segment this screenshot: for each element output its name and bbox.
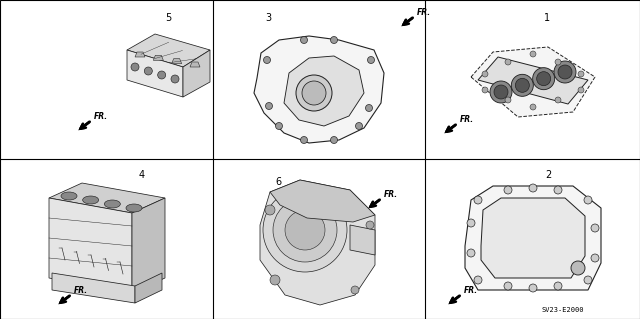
Circle shape — [558, 65, 572, 79]
Circle shape — [511, 74, 533, 96]
Circle shape — [263, 188, 347, 272]
Polygon shape — [183, 50, 210, 97]
Circle shape — [145, 67, 152, 75]
Circle shape — [365, 105, 372, 112]
Circle shape — [467, 249, 475, 257]
Circle shape — [474, 196, 482, 204]
Circle shape — [330, 36, 337, 43]
Circle shape — [571, 261, 585, 275]
Circle shape — [505, 97, 511, 103]
Ellipse shape — [83, 196, 99, 204]
Circle shape — [554, 186, 562, 194]
Circle shape — [296, 75, 332, 111]
Polygon shape — [478, 57, 588, 104]
Circle shape — [275, 122, 282, 130]
Circle shape — [555, 59, 561, 65]
Circle shape — [504, 186, 512, 194]
Circle shape — [494, 85, 508, 99]
Circle shape — [265, 205, 275, 215]
Circle shape — [351, 286, 359, 294]
Circle shape — [171, 75, 179, 83]
Circle shape — [584, 276, 592, 284]
Text: 5: 5 — [165, 13, 171, 23]
Text: FR.: FR. — [94, 112, 108, 121]
Circle shape — [301, 36, 307, 43]
Circle shape — [584, 196, 592, 204]
Circle shape — [578, 71, 584, 77]
Circle shape — [537, 72, 550, 86]
Circle shape — [490, 81, 512, 103]
Circle shape — [474, 276, 482, 284]
Circle shape — [131, 63, 139, 71]
Circle shape — [157, 71, 166, 79]
Circle shape — [273, 198, 337, 262]
Polygon shape — [260, 180, 375, 305]
Polygon shape — [135, 52, 145, 57]
Circle shape — [554, 282, 562, 290]
Polygon shape — [172, 59, 182, 64]
Circle shape — [578, 87, 584, 93]
Circle shape — [264, 56, 271, 63]
Circle shape — [591, 254, 599, 262]
Polygon shape — [154, 55, 163, 60]
Circle shape — [482, 87, 488, 93]
Circle shape — [330, 137, 337, 144]
Polygon shape — [190, 62, 200, 67]
Text: FR.: FR. — [464, 286, 478, 295]
Polygon shape — [127, 34, 210, 67]
Polygon shape — [135, 273, 162, 303]
Circle shape — [591, 224, 599, 232]
Text: 1: 1 — [544, 13, 550, 23]
Text: FR.: FR. — [460, 115, 474, 124]
Polygon shape — [270, 180, 375, 222]
Circle shape — [555, 97, 561, 103]
Text: 2: 2 — [545, 170, 551, 180]
Circle shape — [530, 51, 536, 57]
Polygon shape — [284, 56, 364, 126]
Circle shape — [285, 210, 325, 250]
Ellipse shape — [126, 204, 142, 212]
Polygon shape — [471, 47, 595, 117]
Polygon shape — [127, 50, 183, 97]
Polygon shape — [49, 183, 165, 213]
Circle shape — [367, 56, 374, 63]
Polygon shape — [481, 198, 585, 278]
Polygon shape — [465, 186, 601, 290]
Circle shape — [505, 59, 511, 65]
Polygon shape — [132, 198, 165, 293]
Text: FR.: FR. — [74, 286, 88, 295]
Text: 6: 6 — [275, 177, 281, 187]
Text: 3: 3 — [265, 13, 271, 23]
Circle shape — [355, 122, 362, 130]
Circle shape — [366, 221, 374, 229]
Circle shape — [532, 68, 555, 90]
Polygon shape — [52, 273, 135, 303]
Text: FR.: FR. — [417, 8, 431, 17]
Circle shape — [504, 282, 512, 290]
Circle shape — [529, 184, 537, 192]
Ellipse shape — [61, 192, 77, 200]
Text: 4: 4 — [139, 170, 145, 180]
Circle shape — [301, 137, 307, 144]
Text: SV23-E2000: SV23-E2000 — [541, 307, 584, 313]
Circle shape — [482, 71, 488, 77]
Circle shape — [302, 81, 326, 105]
Polygon shape — [350, 225, 375, 255]
Text: FR.: FR. — [384, 190, 398, 199]
Polygon shape — [254, 36, 384, 143]
Circle shape — [515, 78, 529, 92]
Polygon shape — [49, 198, 132, 293]
Circle shape — [529, 284, 537, 292]
Circle shape — [467, 219, 475, 227]
Ellipse shape — [104, 200, 120, 208]
Circle shape — [270, 275, 280, 285]
Circle shape — [266, 102, 273, 109]
Circle shape — [554, 61, 576, 83]
Circle shape — [530, 104, 536, 110]
